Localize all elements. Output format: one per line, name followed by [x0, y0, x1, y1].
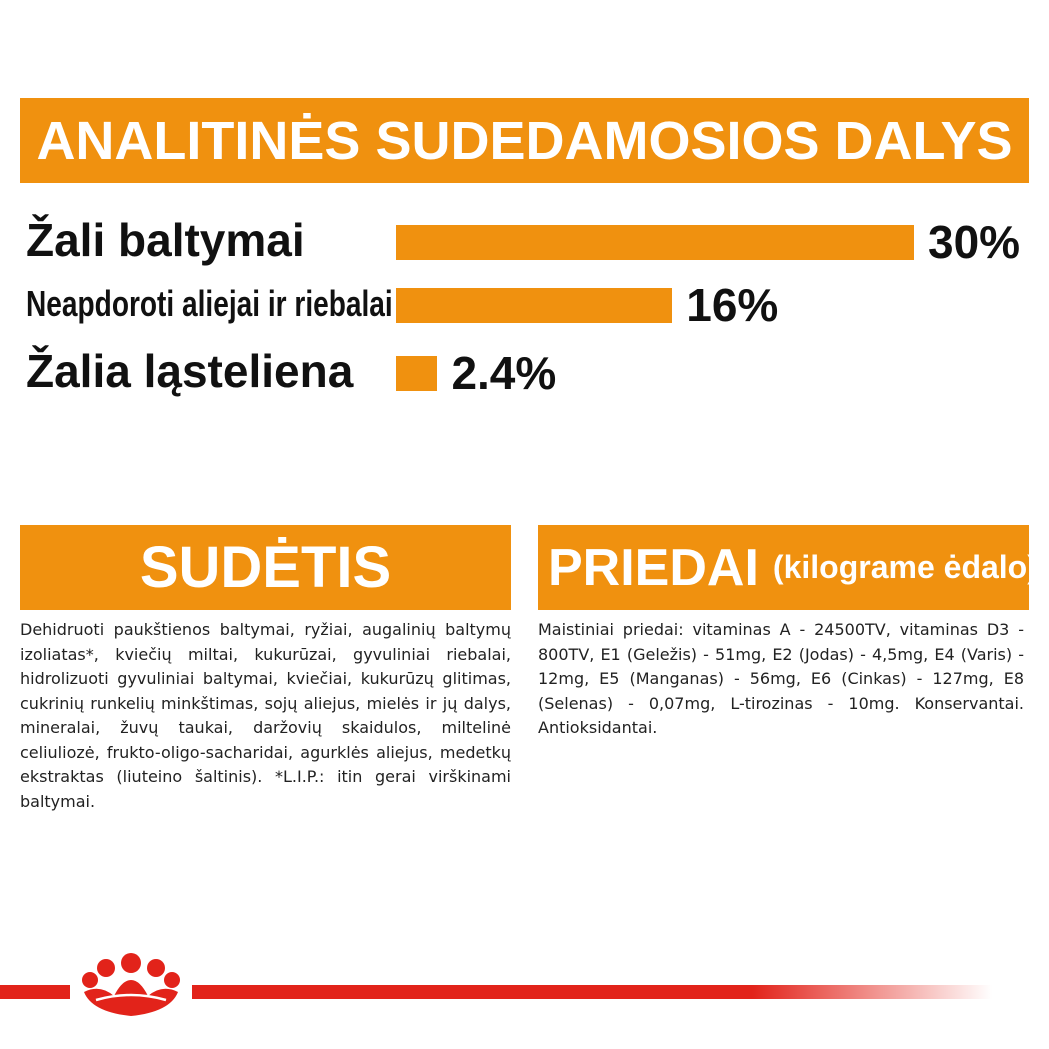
priedai-text: Maistiniai priedai: vitaminas A - 24500T… [538, 620, 1024, 737]
main-header: ANALITINĖS SUDEDAMOSIOS DALYS [20, 98, 1029, 183]
priedai-title: PRIEDAI [548, 538, 759, 597]
value-label: 2.4% [451, 346, 557, 399]
footer-line-left [0, 985, 70, 999]
sudetis-title: SUDĖTIS [139, 535, 392, 600]
value-label: 30% [928, 215, 1021, 268]
category-label: Žalia ląstelienа [26, 345, 354, 398]
crown-icon [82, 953, 180, 1016]
bar [396, 288, 673, 323]
priedai-header: PRIEDAI (kilograme ėdalo) [538, 525, 1029, 610]
sudetis-header: SUDĖTIS [20, 525, 511, 610]
bar [396, 356, 438, 391]
category-label: Žali baltymai [26, 214, 305, 267]
value-label: 16% [686, 278, 779, 331]
footer-line-right [192, 985, 992, 999]
bar [396, 225, 914, 260]
main-header-title: ANALITINĖS SUDEDAMOSIOS DALYS [36, 110, 1013, 171]
category-label: Neapdoroti aliejai ir riebalai [26, 282, 393, 324]
sudetis-text: Dehidruoti paukštienos baltymai, ryžiai,… [20, 620, 511, 811]
priedai-subtitle: (kilograme ėdalo) [772, 549, 1029, 585]
